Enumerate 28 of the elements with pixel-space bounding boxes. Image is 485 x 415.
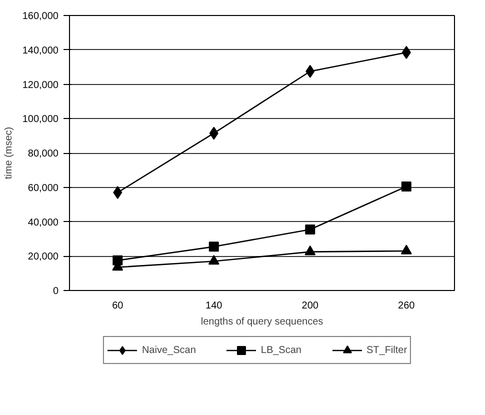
y-tick-label: 80,000 (28, 148, 59, 160)
y-tick-label: 160,000 (22, 11, 59, 22)
y-tick-label: 20,000 (28, 252, 59, 263)
point (208, 242, 219, 252)
x-tick-label: 260 (398, 300, 416, 312)
point (402, 46, 411, 59)
x-tick-label: 200 (302, 300, 319, 312)
legend-label: ST_Filter (366, 344, 408, 356)
point (208, 255, 220, 265)
legend-label: LB_Scan (260, 344, 302, 356)
point (401, 182, 412, 192)
legend-label: Naive_Scan (142, 344, 196, 356)
point (113, 186, 122, 200)
x-axis-title: lengths of query sequences (200, 316, 324, 328)
y-tick-label: 60,000 (28, 182, 59, 194)
y-tick-label: 0 (52, 286, 59, 297)
y-tick-label: 40,000 (28, 217, 59, 228)
y-axis-title: time (msec) (3, 126, 14, 180)
point (306, 64, 315, 78)
point (209, 126, 218, 140)
point (305, 224, 316, 234)
point (400, 244, 412, 254)
x-tick-label: 140 (206, 300, 223, 312)
y-tick-label: 120,000 (22, 80, 59, 91)
y-tick-label: 140,000 (22, 45, 59, 56)
y-tick-label: 100,000 (22, 114, 59, 126)
point (304, 246, 316, 256)
x-tick-label: 60 (112, 300, 124, 312)
